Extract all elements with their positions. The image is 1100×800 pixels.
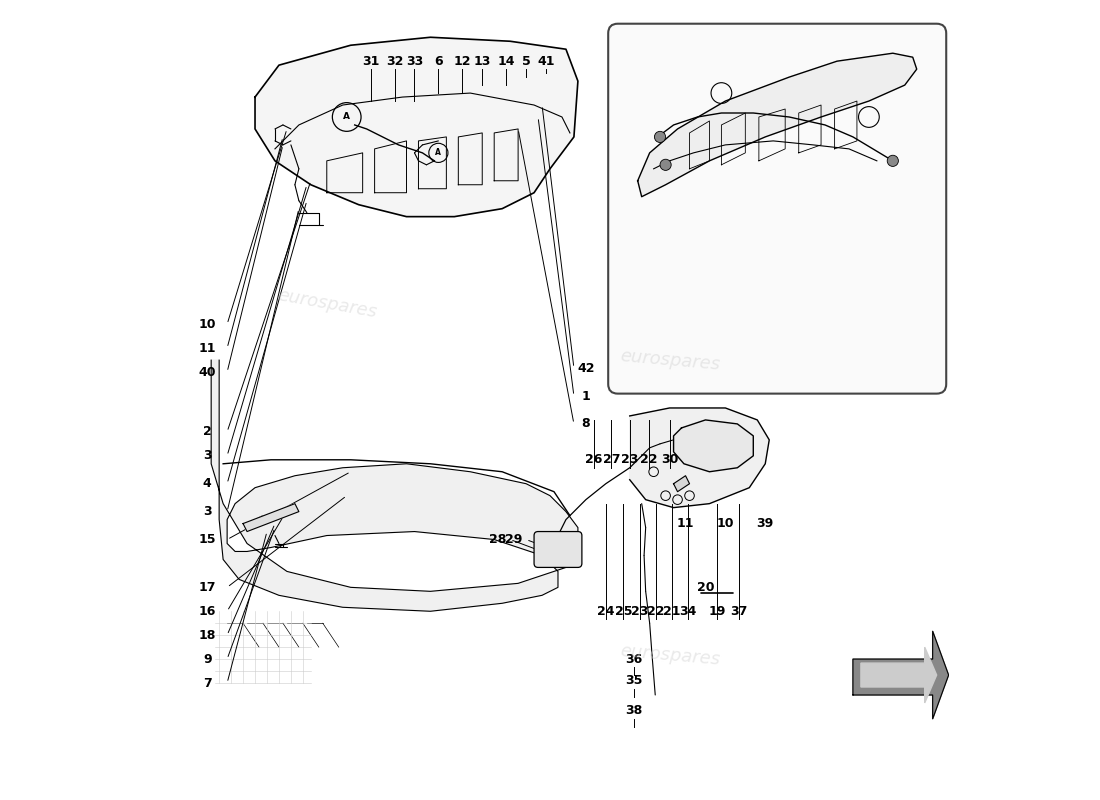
- Polygon shape: [861, 647, 937, 703]
- Text: 4: 4: [202, 478, 211, 490]
- Text: 23: 23: [621, 454, 638, 466]
- Text: 32: 32: [386, 54, 404, 68]
- Text: 10: 10: [716, 517, 734, 530]
- Polygon shape: [638, 54, 916, 197]
- Text: 9: 9: [202, 653, 211, 666]
- Text: 13: 13: [473, 54, 491, 68]
- Text: 22: 22: [640, 454, 658, 466]
- Text: A: A: [718, 89, 724, 98]
- Text: 3: 3: [202, 450, 211, 462]
- Polygon shape: [852, 631, 948, 719]
- Text: 14: 14: [497, 54, 515, 68]
- Text: A: A: [343, 113, 350, 122]
- Text: 24: 24: [597, 605, 615, 618]
- Polygon shape: [673, 476, 690, 492]
- Text: 27: 27: [603, 454, 620, 466]
- Circle shape: [888, 155, 899, 166]
- Text: 22: 22: [647, 605, 664, 618]
- Text: 17: 17: [198, 581, 216, 594]
- Text: 10: 10: [198, 318, 216, 330]
- Text: 15: 15: [198, 533, 216, 546]
- Polygon shape: [673, 420, 754, 472]
- Text: 5: 5: [521, 54, 530, 68]
- Polygon shape: [211, 360, 578, 611]
- Text: 31: 31: [362, 54, 380, 68]
- Text: 6: 6: [434, 54, 442, 68]
- Text: 36: 36: [625, 653, 642, 666]
- Text: 42: 42: [578, 362, 595, 374]
- Text: 11: 11: [198, 342, 216, 354]
- Polygon shape: [629, 408, 769, 508]
- Text: 7: 7: [202, 677, 211, 690]
- Text: 40: 40: [198, 366, 216, 378]
- Text: A: A: [866, 113, 872, 122]
- Text: 23: 23: [631, 605, 649, 618]
- Text: 39: 39: [757, 517, 774, 530]
- Text: 12: 12: [453, 54, 471, 68]
- Text: 25: 25: [615, 605, 632, 618]
- Text: 26: 26: [585, 454, 603, 466]
- Text: eurospares: eurospares: [276, 286, 377, 322]
- Text: 16: 16: [198, 605, 216, 618]
- Text: eurospares: eurospares: [618, 642, 720, 669]
- Text: 30: 30: [661, 454, 679, 466]
- Text: 37: 37: [730, 605, 748, 618]
- Text: 8: 8: [582, 418, 591, 430]
- Text: 41: 41: [537, 54, 554, 68]
- Text: 33: 33: [406, 54, 424, 68]
- Text: 28: 28: [490, 533, 507, 546]
- Text: A: A: [436, 148, 441, 158]
- Text: 38: 38: [625, 705, 642, 718]
- Circle shape: [654, 131, 666, 142]
- Text: eurospares: eurospares: [618, 346, 720, 374]
- Text: 20: 20: [696, 581, 714, 594]
- FancyBboxPatch shape: [608, 24, 946, 394]
- Text: 29: 29: [505, 533, 522, 546]
- Text: 1: 1: [582, 390, 591, 402]
- Text: 19: 19: [708, 605, 726, 618]
- Text: 34: 34: [679, 605, 696, 618]
- Text: 2: 2: [202, 426, 211, 438]
- Text: 35: 35: [625, 674, 642, 687]
- Text: 18: 18: [198, 629, 216, 642]
- Text: 11: 11: [676, 517, 694, 530]
- Polygon shape: [255, 38, 578, 217]
- Text: USA - CDN: USA - CDN: [701, 365, 790, 379]
- Text: 21: 21: [663, 605, 681, 618]
- Text: 3: 3: [202, 505, 211, 518]
- Circle shape: [660, 159, 671, 170]
- FancyBboxPatch shape: [535, 531, 582, 567]
- Polygon shape: [243, 504, 299, 531]
